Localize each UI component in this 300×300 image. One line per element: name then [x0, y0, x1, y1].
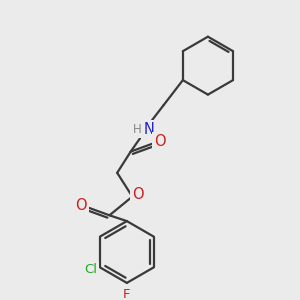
Text: O: O: [75, 198, 86, 213]
Text: O: O: [133, 187, 144, 202]
Text: Cl: Cl: [84, 263, 97, 276]
Text: O: O: [154, 134, 166, 149]
Text: F: F: [123, 288, 130, 300]
Text: H: H: [133, 123, 142, 136]
Text: N: N: [144, 122, 154, 137]
